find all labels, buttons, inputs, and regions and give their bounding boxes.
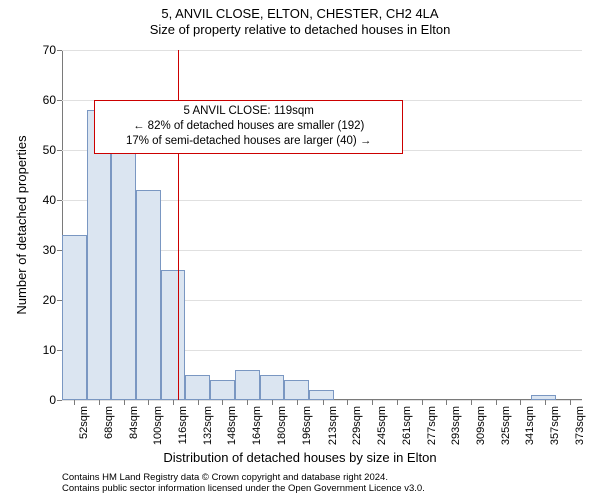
x-tick-label: 100sqm (152, 406, 164, 445)
histogram-bar (284, 380, 309, 400)
x-tick-label: 309sqm (475, 406, 487, 445)
y-tick-label: 30 (28, 243, 56, 257)
x-tick-mark (148, 400, 149, 405)
x-tick-label: 341sqm (524, 406, 536, 445)
annotation-line2: ← 82% of detached houses are smaller (19… (101, 119, 396, 134)
y-tick-label: 60 (28, 93, 56, 107)
plot-area: 01020304050607052sqm68sqm84sqm100sqm116s… (62, 50, 582, 400)
chart-title-line2: Size of property relative to detached ho… (0, 22, 600, 38)
y-tick-label: 50 (28, 143, 56, 157)
credits-line1: Contains HM Land Registry data © Crown c… (62, 472, 425, 483)
x-tick-label: 52sqm (78, 406, 90, 439)
x-tick-mark (471, 400, 472, 405)
y-tick-label: 20 (28, 293, 56, 307)
y-tick-label: 40 (28, 193, 56, 207)
histogram-bar (185, 375, 210, 400)
x-tick-mark (446, 400, 447, 405)
x-tick-label: 373sqm (574, 406, 586, 445)
x-tick-mark (347, 400, 348, 405)
x-tick-label: 116sqm (177, 406, 189, 444)
x-tick-mark (74, 400, 75, 405)
histogram-bar (260, 375, 285, 400)
y-tick-mark (57, 50, 62, 51)
histogram-bar (111, 130, 136, 400)
x-tick-mark (397, 400, 398, 405)
x-tick-mark (124, 400, 125, 405)
histogram-bar (531, 395, 556, 400)
annotation-box: 5 ANVIL CLOSE: 119sqm← 82% of detached h… (94, 100, 403, 154)
x-tick-label: 229sqm (351, 406, 363, 445)
credits-block: Contains HM Land Registry data © Crown c… (62, 472, 425, 495)
x-tick-label: 68sqm (103, 406, 115, 439)
x-tick-mark (222, 400, 223, 405)
y-tick-mark (57, 100, 62, 101)
x-tick-label: 277sqm (426, 406, 438, 445)
x-axis-title: Distribution of detached houses by size … (0, 450, 600, 465)
y-tick-label: 0 (28, 393, 56, 407)
grid-line (62, 50, 582, 51)
chart: 01020304050607052sqm68sqm84sqm100sqm116s… (62, 50, 582, 400)
x-tick-mark (173, 400, 174, 405)
y-tick-mark (57, 200, 62, 201)
x-tick-mark (422, 400, 423, 405)
histogram-bar (309, 390, 334, 400)
x-tick-mark (247, 400, 248, 405)
x-tick-mark (297, 400, 298, 405)
histogram-bar (161, 270, 186, 400)
x-tick-mark (496, 400, 497, 405)
y-tick-mark (57, 400, 62, 401)
y-tick-label: 10 (28, 343, 56, 357)
x-tick-mark (545, 400, 546, 405)
credits-line2: Contains public sector information licen… (62, 483, 425, 494)
x-tick-mark (272, 400, 273, 405)
x-tick-label: 84sqm (128, 406, 140, 439)
histogram-bar (210, 380, 235, 400)
x-tick-label: 325sqm (500, 406, 512, 445)
histogram-bar (62, 235, 87, 400)
x-tick-label: 245sqm (376, 406, 388, 445)
x-tick-label: 132sqm (202, 406, 214, 445)
x-tick-label: 261sqm (401, 406, 413, 445)
x-tick-label: 357sqm (549, 406, 561, 445)
y-tick-mark (57, 150, 62, 151)
annotation-line3: 17% of semi-detached houses are larger (… (101, 134, 396, 149)
y-axis-title: Number of detached properties (14, 135, 29, 314)
chart-title-block: 5, ANVIL CLOSE, ELTON, CHESTER, CH2 4LA … (0, 0, 600, 39)
histogram-bar (235, 370, 260, 400)
x-tick-mark (520, 400, 521, 405)
x-tick-mark (198, 400, 199, 405)
y-tick-label: 70 (28, 43, 56, 57)
annotation-line1: 5 ANVIL CLOSE: 119sqm (101, 104, 396, 119)
x-tick-label: 164sqm (251, 406, 263, 445)
x-tick-mark (372, 400, 373, 405)
x-tick-mark (99, 400, 100, 405)
x-tick-label: 293sqm (450, 406, 462, 445)
x-tick-mark (570, 400, 571, 405)
x-tick-label: 148sqm (226, 406, 238, 445)
histogram-bar (136, 190, 161, 400)
x-tick-mark (323, 400, 324, 405)
x-tick-label: 196sqm (301, 406, 313, 445)
x-tick-label: 180sqm (276, 406, 288, 445)
x-tick-label: 213sqm (327, 406, 339, 445)
chart-title-line1: 5, ANVIL CLOSE, ELTON, CHESTER, CH2 4LA (0, 6, 600, 22)
